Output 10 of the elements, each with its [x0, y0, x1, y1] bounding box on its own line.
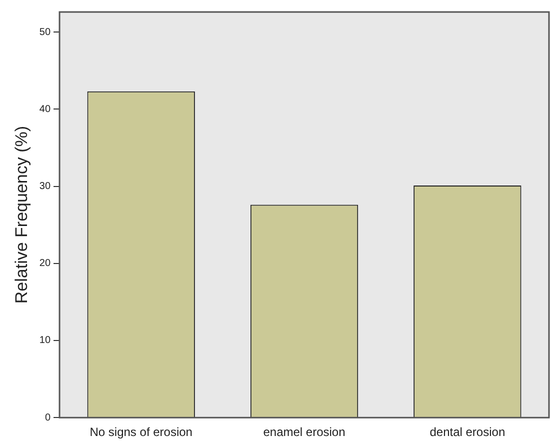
- y-tick-label: 0: [44, 412, 51, 424]
- x-tick-label: enamel erosion: [263, 425, 346, 440]
- y-tick-label: 50: [39, 26, 51, 38]
- y-axis-title: Relative Frequency (%): [12, 126, 31, 304]
- y-tick-label: 10: [39, 335, 51, 346]
- y-tick-label: 40: [39, 104, 51, 115]
- y-tick-label: 20: [39, 258, 51, 270]
- y-tick-label: 30: [39, 181, 51, 192]
- x-tick-label: dental erosion: [430, 425, 506, 440]
- x-tick-label: No signs of erosion: [90, 425, 192, 440]
